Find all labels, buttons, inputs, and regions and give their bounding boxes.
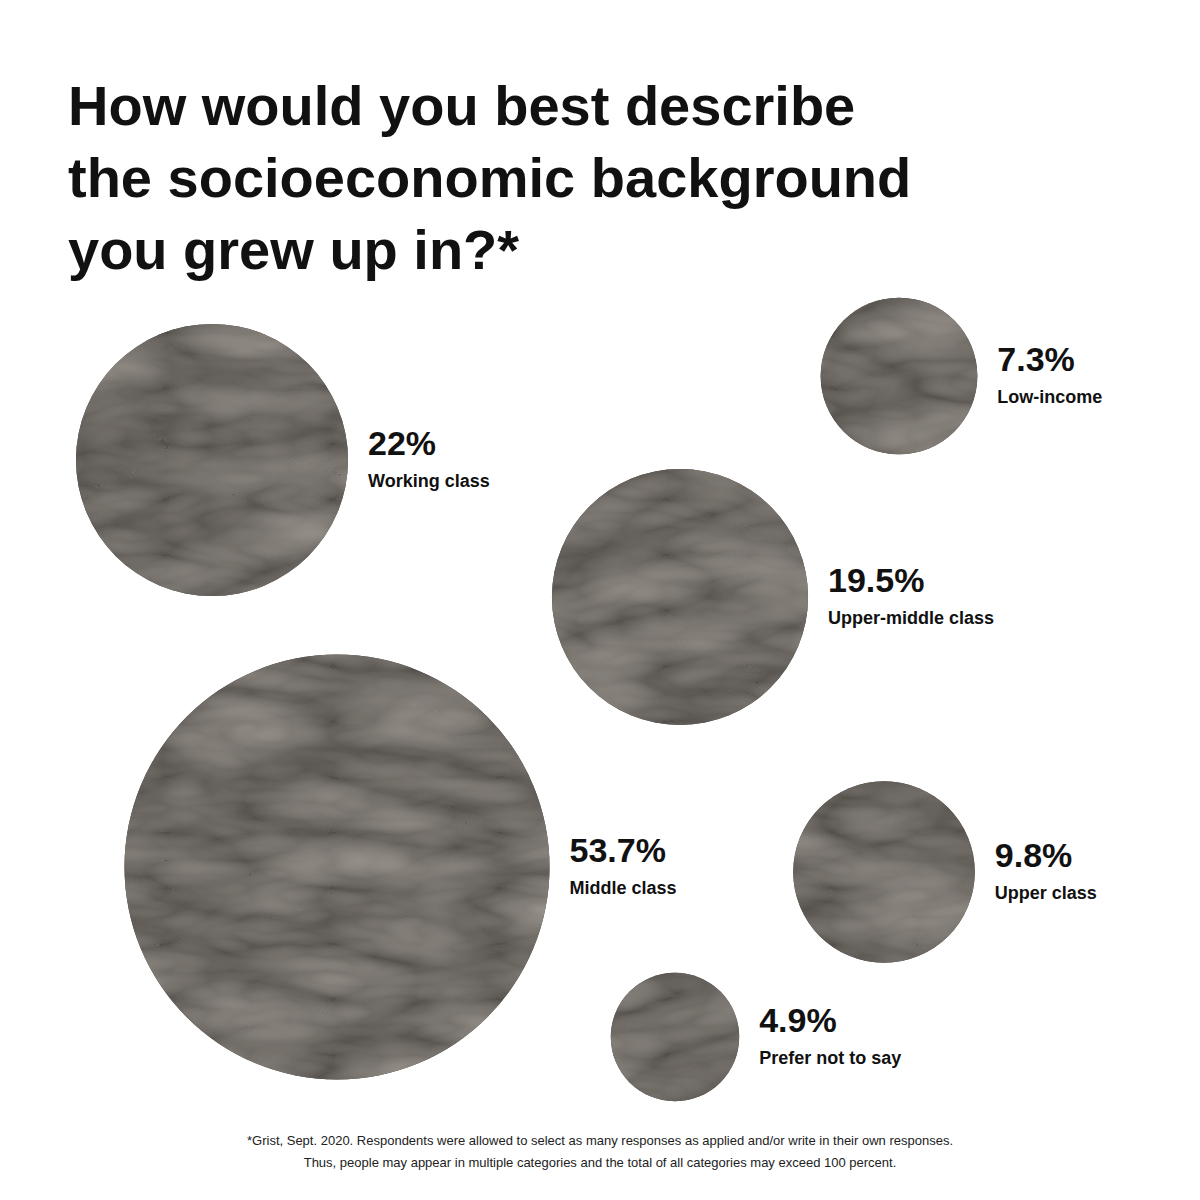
title-line: you grew up in?* [68,218,519,281]
footnote: *Grist, Sept. 2020. Respondents were all… [247,1133,953,1170]
bubble [76,324,348,596]
value-label: 4.9% [759,1001,837,1039]
title-line: How would you best describe [68,74,855,137]
category-label: Prefer not to say [759,1048,901,1068]
bubble [124,654,549,1079]
bubble [821,298,978,455]
category-label: Working class [368,471,490,491]
category-label: Middle class [570,878,677,898]
value-label: 9.8% [995,836,1073,874]
chart-container: How would you best describe the socioecon… [0,0,1200,1200]
title: How would you best describe the socioecon… [68,74,911,281]
value-label: 19.5% [828,561,924,599]
category-label: Upper-middle class [828,608,994,628]
value-label: 22% [368,424,436,462]
bubble [793,781,975,963]
title-line: the socioeconomic background [68,146,911,209]
chart-svg: How would you best describe the socioecon… [0,0,1200,1200]
category-label: Low-income [997,387,1102,407]
bubble-texture [76,324,348,596]
bubble-texture [793,781,975,963]
value-label: 7.3% [997,340,1075,378]
bubble-texture [611,973,739,1101]
bubble-texture [821,298,978,455]
bubble-texture [124,654,549,1079]
category-label: Upper class [995,883,1097,903]
bubbles [76,298,977,1102]
bubble [611,973,739,1101]
bubble [552,469,808,725]
value-label: 53.7% [570,831,666,869]
bubble-texture [552,469,808,725]
labels: 22% Working class 7.3% Low-income 19.5% Upper… [368,340,1102,1068]
footnote-line: Thus, people may appear in multiple cate… [304,1155,897,1170]
footnote-line: *Grist, Sept. 2020. Respondents were all… [247,1133,953,1148]
